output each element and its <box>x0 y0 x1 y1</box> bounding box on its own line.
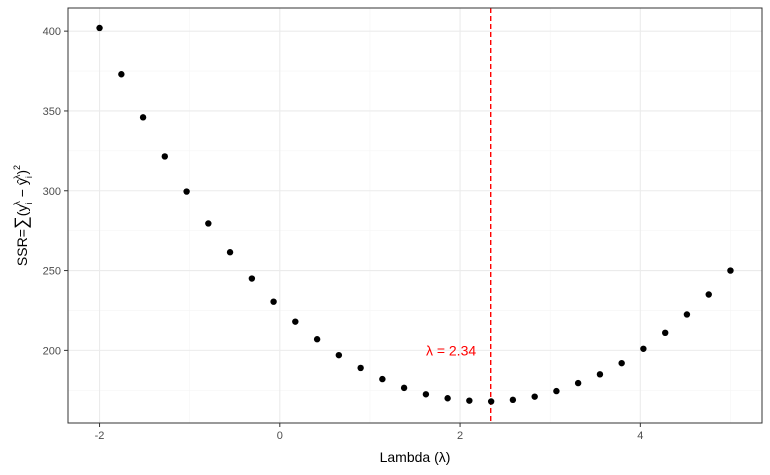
data-point <box>205 220 212 227</box>
data-point <box>335 351 343 359</box>
data-point <box>509 396 517 404</box>
data-points <box>96 24 734 405</box>
data-point <box>531 393 538 400</box>
y-title-i-sub-2: i <box>24 176 34 178</box>
y-title-close: ) <box>14 170 30 175</box>
data-point <box>96 24 103 32</box>
data-point <box>270 298 277 305</box>
y-title-prefix: SSR= <box>14 229 30 266</box>
annotation-layer: λ = 2.34 <box>426 342 476 358</box>
y-title-minus: − <box>14 185 30 201</box>
data-point <box>118 71 125 78</box>
y-tick-label: 300 <box>43 186 61 198</box>
y-tick-label: 400 <box>43 26 61 38</box>
y-title-y: y <box>14 205 30 212</box>
data-point <box>596 371 604 378</box>
data-point <box>183 188 190 195</box>
y-axis: 200 250 300 350 400 <box>43 26 68 357</box>
data-point <box>226 249 234 256</box>
data-point <box>400 384 408 392</box>
data-point <box>487 398 495 405</box>
data-point <box>292 318 299 325</box>
x-tick-label: 0 <box>277 430 283 442</box>
data-point <box>444 395 451 402</box>
data-point <box>553 387 560 395</box>
x-tick-label: -2 <box>95 430 105 442</box>
y-title-square-sup: 2 <box>12 165 22 170</box>
data-point <box>422 391 430 398</box>
data-point <box>662 329 669 337</box>
data-point <box>574 379 582 387</box>
y-tick-label: 200 <box>43 345 61 357</box>
y-title-i-sub: i <box>24 203 34 205</box>
y-axis-title: SSR=∑(yiλ − ŷiλ)2 <box>11 165 34 266</box>
data-point <box>618 359 625 367</box>
y-tick-label: 350 <box>43 106 61 118</box>
data-point <box>705 291 712 298</box>
y-title-lambda-sup-2: λ <box>12 174 22 179</box>
data-point <box>727 267 734 274</box>
y-title-yhat: ŷ <box>14 178 30 185</box>
lambda-annotation: λ = 2.34 <box>426 342 476 358</box>
y-tick-label: 250 <box>43 266 61 278</box>
y-title-open: ( <box>14 211 30 216</box>
data-point <box>161 153 168 160</box>
x-axis: -2 0 2 4 <box>95 423 643 442</box>
data-point <box>248 275 256 282</box>
data-point <box>379 375 386 383</box>
data-point <box>139 114 147 121</box>
y-title-sigma: ∑ <box>11 216 31 229</box>
data-point <box>313 336 321 343</box>
x-tick-label: 4 <box>637 430 643 442</box>
x-axis-title: Lambda (λ) <box>380 449 451 465</box>
data-point <box>466 397 473 404</box>
panel-border <box>67 7 763 424</box>
x-tick-label: 2 <box>457 430 463 442</box>
data-point <box>683 311 691 318</box>
data-point <box>357 364 364 372</box>
y-title-lambda-sup: λ <box>12 201 22 206</box>
data-point <box>640 345 647 352</box>
grid <box>68 8 762 423</box>
